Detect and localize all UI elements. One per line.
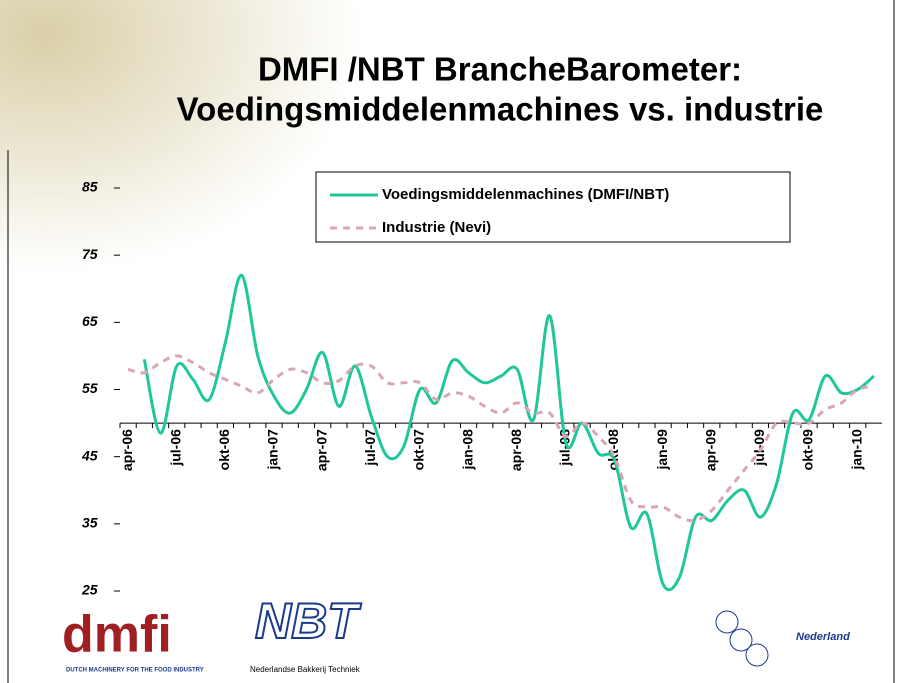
legend-label: Voedingsmiddelenmachines (DMFI/NBT) — [382, 186, 669, 203]
x-tick-label: okt-07 — [411, 429, 427, 470]
mcb-country: Nederland — [796, 631, 850, 643]
dmfi-logo: dmfi — [62, 606, 172, 664]
nbt-tagline: Nederlandse Bakkerij Techniek — [250, 665, 361, 674]
x-tick-label: jul-07 — [362, 429, 378, 467]
chart-subtitle: Voedingsmiddelenmachines vs. industrie — [177, 91, 824, 128]
y-tick-label: 65 — [82, 313, 98, 329]
slide: DMFI /NBT BrancheBarometer: Voedingsmidd… — [0, 0, 902, 683]
legend-label: Industrie (Nevi) — [382, 219, 491, 236]
y-tick-label: 45 — [81, 447, 98, 463]
y-tick-label: 75 — [82, 246, 98, 262]
x-tick-label: jan-09 — [654, 429, 670, 471]
x-tick-label: apr-07 — [313, 429, 329, 471]
x-tick-label: okt-06 — [216, 429, 232, 470]
y-tick-label: 55 — [82, 380, 98, 396]
y-tick-label: 25 — [81, 582, 98, 598]
x-tick-label: jul-06 — [167, 429, 183, 467]
x-tick-label: jan-07 — [265, 429, 281, 471]
x-tick-label: apr-09 — [702, 429, 718, 471]
x-tick-label: jan-10 — [848, 429, 864, 471]
dmfi-tagline: DUTCH MACHINERY FOR THE FOOD INDUSTRY — [66, 668, 204, 674]
y-tick-label: 85 — [82, 179, 98, 195]
nbt-logo: NBT — [255, 593, 362, 649]
x-tick-label: okt-09 — [800, 429, 816, 470]
x-tick-label: apr-08 — [508, 429, 524, 471]
x-tick-label: jan-08 — [459, 429, 475, 471]
x-tick-label: apr-06 — [119, 429, 135, 471]
chart-title: DMFI /NBT BrancheBarometer: — [258, 51, 742, 88]
y-tick-label: 35 — [82, 515, 98, 531]
